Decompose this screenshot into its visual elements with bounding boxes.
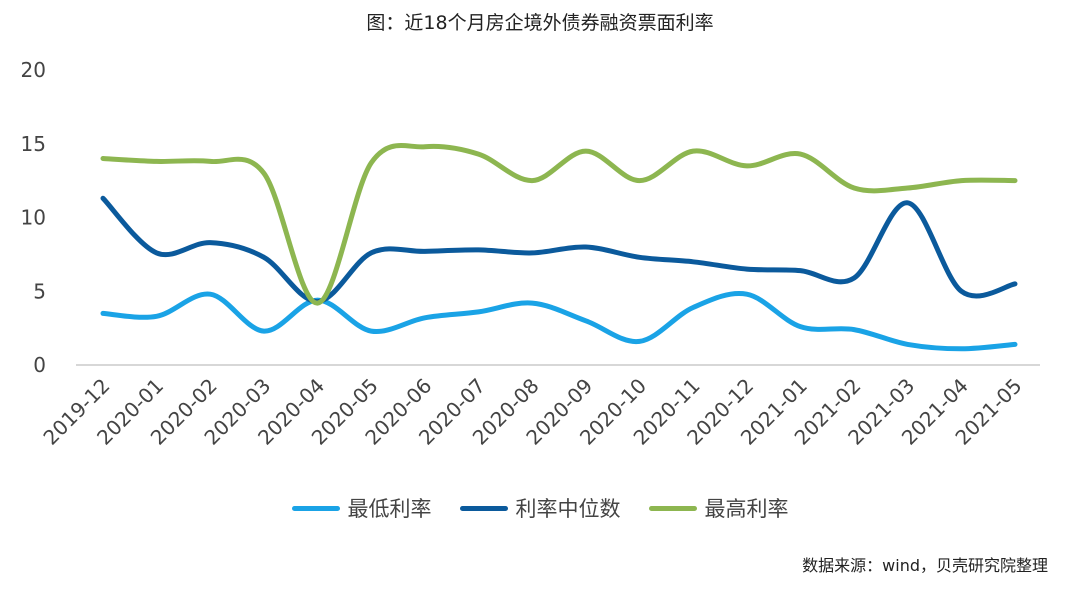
- data-point: [691, 149, 695, 153]
- data-point: [477, 248, 481, 252]
- data-point: [530, 179, 534, 183]
- data-point: [208, 292, 212, 296]
- y-tick-label: 10: [21, 206, 46, 230]
- data-point: [637, 255, 641, 259]
- series-line: [100, 143, 1018, 306]
- data-point: [1013, 342, 1017, 346]
- data-point: [208, 159, 212, 163]
- chart-legend: 最低利率 利率中位数 最高利率: [0, 493, 1080, 523]
- data-point: [798, 152, 802, 156]
- data-point: [959, 289, 963, 293]
- data-point: [584, 319, 588, 323]
- data-point: [155, 314, 159, 318]
- data-point: [369, 329, 373, 333]
- data-point: [906, 201, 910, 205]
- legend-swatch: [291, 505, 340, 511]
- data-point: [691, 305, 695, 309]
- data-point: [423, 249, 427, 253]
- chart-title: 图：近18个月房企境外债券融资票面利率: [366, 12, 714, 34]
- data-point: [262, 171, 266, 175]
- series-line: [100, 195, 1018, 305]
- legend-swatch: [648, 505, 697, 511]
- series-2: [100, 143, 1018, 306]
- data-point: [262, 329, 266, 333]
- y-tick-label: 0: [33, 353, 46, 377]
- data-point: [745, 164, 749, 168]
- data-point: [798, 325, 802, 329]
- data-point: [262, 255, 266, 259]
- data-point: [477, 310, 481, 314]
- data-point: [423, 316, 427, 320]
- data-point: [423, 145, 427, 149]
- data-point: [316, 301, 320, 305]
- data-point: [691, 260, 695, 264]
- data-point: [745, 292, 749, 296]
- data-point: [477, 152, 481, 156]
- data-point: [530, 301, 534, 305]
- y-tick-label: 15: [21, 132, 46, 156]
- chart-source-note: 数据来源：wind，贝壳研究院整理: [802, 556, 1048, 575]
- data-point: [959, 179, 963, 183]
- data-point: [852, 328, 856, 332]
- legend-item: 最低利率: [291, 493, 432, 523]
- data-point: [101, 157, 105, 161]
- data-point: [637, 179, 641, 183]
- series-0: [100, 291, 1018, 352]
- data-point: [584, 245, 588, 249]
- legend-swatch: [459, 505, 508, 511]
- data-point: [1013, 179, 1017, 183]
- y-tick-label: 20: [21, 58, 46, 82]
- data-point: [637, 339, 641, 343]
- data-point: [745, 267, 749, 271]
- data-point: [798, 269, 802, 273]
- series-line: [100, 291, 1018, 352]
- data-point: [906, 342, 910, 346]
- legend-label: 最低利率: [347, 497, 432, 521]
- legend-label: 利率中位数: [515, 497, 621, 521]
- legend-item: 最高利率: [648, 493, 789, 523]
- data-point: [584, 149, 588, 153]
- data-point: [906, 186, 910, 190]
- data-point: [208, 241, 212, 245]
- data-point: [155, 159, 159, 163]
- series-1: [100, 195, 1018, 305]
- data-point: [530, 251, 534, 255]
- data-point: [101, 196, 105, 200]
- data-point: [369, 251, 373, 255]
- data-point: [369, 161, 373, 165]
- legend-item: 利率中位数: [459, 493, 621, 523]
- data-point: [852, 186, 856, 190]
- data-point: [1013, 282, 1017, 286]
- data-point: [155, 251, 159, 255]
- legend-label: 最高利率: [704, 497, 789, 521]
- data-point: [101, 311, 105, 315]
- data-point: [852, 276, 856, 280]
- data-point: [959, 347, 963, 351]
- y-tick-label: 5: [33, 279, 46, 303]
